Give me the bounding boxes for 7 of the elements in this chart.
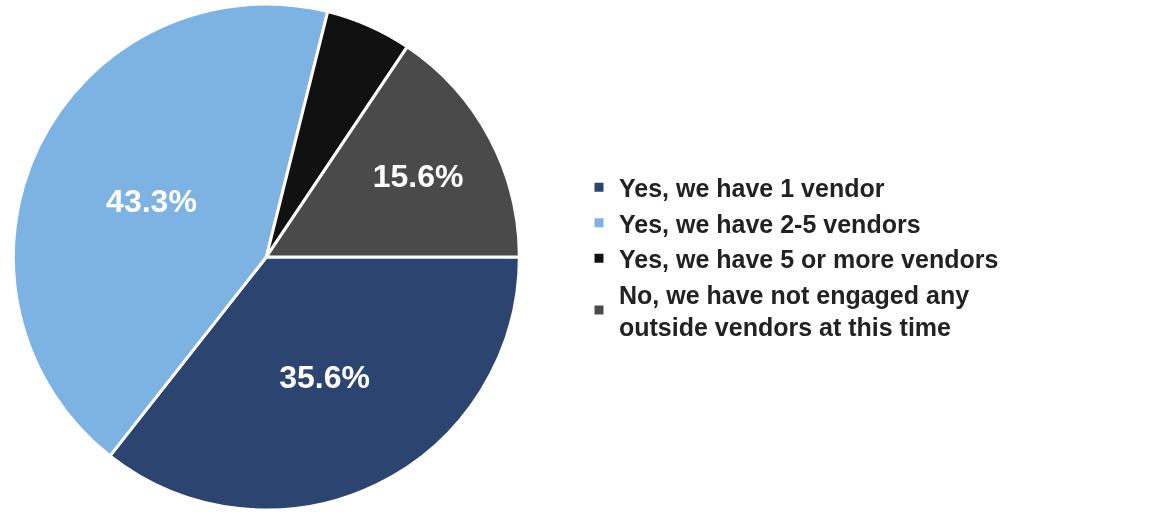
- data-label: 15.6%: [372, 158, 464, 195]
- legend-label: No, we have not engaged any outside vendors at this time: [619, 280, 970, 341]
- data-label: 43.3%: [106, 182, 197, 219]
- data-label: 35.6%: [279, 358, 370, 395]
- legend-label: Yes, we have 1 vendor: [619, 174, 885, 202]
- legend-label: Yes, we have 2-5 vendors: [619, 209, 921, 238]
- legend-label: Yes, we have 5 or more vendors: [619, 245, 999, 273]
